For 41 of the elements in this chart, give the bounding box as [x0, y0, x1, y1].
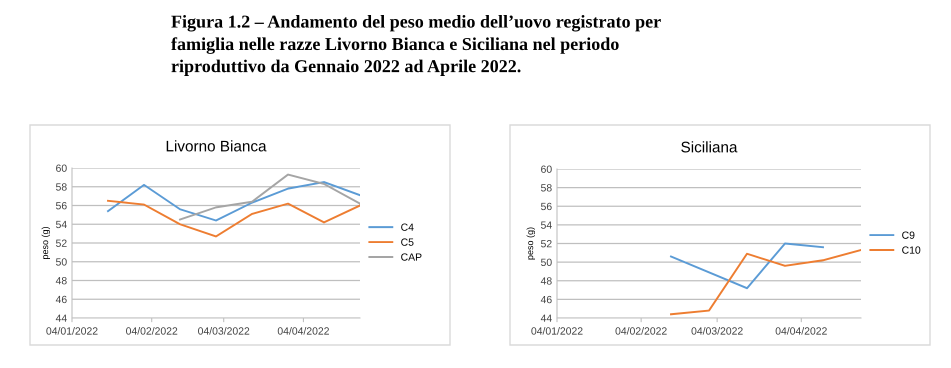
- line-series: [670, 249, 861, 316]
- x-tick-label: 04/01/2022: [46, 327, 98, 335]
- y-tick-label: 46: [540, 296, 552, 304]
- chart-title: Livorno Bianca: [166, 140, 267, 152]
- chart-title: Siciliana: [681, 141, 738, 152]
- text: Figura 1.2 – Andamento del peso medio dell’uovo registrato per famiglia nelle razze Livorno Bianca e Siciliana nel periodo riproduttivo da Gennaio 2022 ad Aprile 2022.: [171, 15, 661, 76]
- y-tick-label: 48: [540, 277, 552, 285]
- x-tick-label: 04/03/2022: [198, 327, 250, 335]
- x-tick-label: 04/02/2022: [615, 327, 667, 335]
- y-tick-label: 58: [56, 183, 67, 191]
- line-series: [179, 174, 360, 221]
- x-tick-label: 04/04/2022: [776, 327, 827, 335]
- x-tick-label: 04/01/2022: [531, 327, 583, 335]
- y-tick-label: 52: [56, 240, 67, 247]
- legend-label: C4: [401, 224, 414, 231]
- x-tick-label: 04/02/2022: [126, 327, 178, 335]
- line-series: [107, 200, 360, 238]
- legend-label: C10: [902, 246, 920, 254]
- y-tick-label: 56: [56, 202, 67, 210]
- y-tick-label: 44: [540, 314, 552, 322]
- y-tick-label: 46: [56, 296, 67, 304]
- y-tick-label: 50: [540, 258, 552, 266]
- line-series: [107, 181, 360, 222]
- line-series: [670, 242, 824, 290]
- y-tick-label: 48: [56, 277, 67, 284]
- legend-label: C9: [902, 231, 914, 239]
- y-tick-label: 52: [540, 240, 552, 248]
- legend-label: CAP: [401, 253, 422, 261]
- y-tick-label: 50: [56, 258, 67, 266]
- y-tick-label: 58: [540, 184, 552, 192]
- y-tick-label: 56: [540, 202, 552, 210]
- legend-label: C5: [401, 238, 414, 246]
- x-tick-label: 04/04/2022: [278, 327, 329, 335]
- y-axis-title: peso (g): [42, 227, 50, 259]
- y-tick-label: 60: [56, 164, 67, 172]
- y-tick-label: 60: [541, 166, 552, 173]
- y-tick-label: 54: [56, 220, 67, 228]
- y-axis-title: peso (g): [526, 228, 535, 260]
- x-tick-label: 04/03/2022: [691, 327, 743, 335]
- y-tick-label: 44: [56, 314, 67, 322]
- y-tick-label: 54: [540, 221, 552, 229]
